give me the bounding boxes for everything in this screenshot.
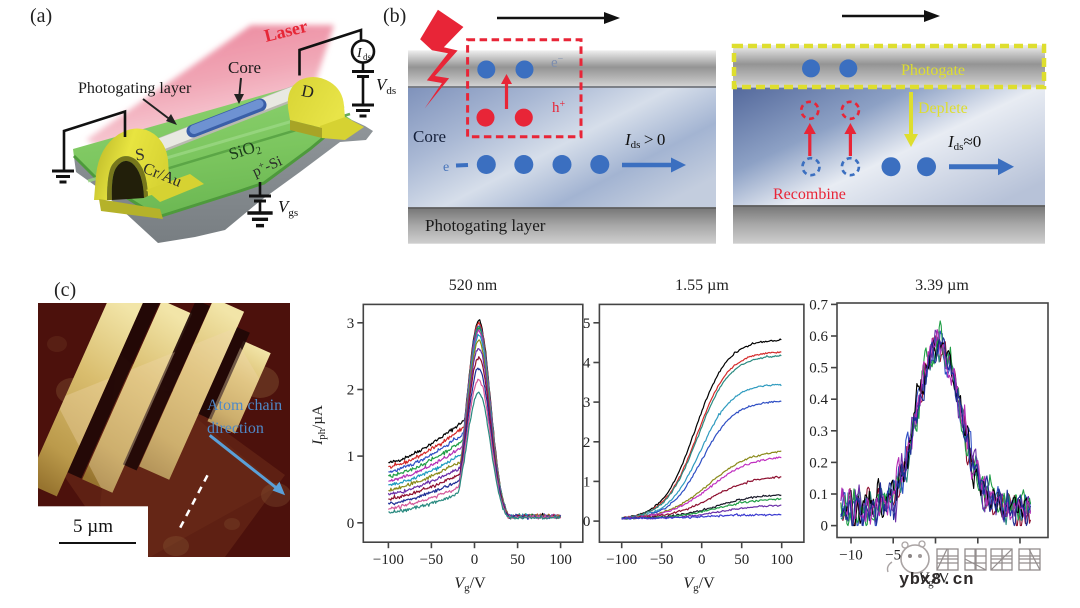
- svg-text:S: S: [134, 144, 146, 164]
- svg-text:0.5: 0.5: [809, 361, 828, 377]
- svg-text:Photogating layer: Photogating layer: [425, 216, 546, 235]
- svg-text:4: 4: [583, 356, 591, 372]
- svg-text:Photogating layer: Photogating layer: [78, 80, 192, 97]
- svg-text:Ids≈0: Ids≈0: [947, 132, 981, 153]
- svg-text:0.7: 0.7: [809, 297, 828, 313]
- svg-text:Iph/µA: Iph/µA: [310, 405, 328, 446]
- svg-text:0: 0: [821, 519, 829, 535]
- svg-text:Vg/V: Vg/V: [918, 570, 950, 589]
- svg-text:0: 0: [347, 516, 355, 532]
- svg-text:2: 2: [347, 383, 355, 399]
- svg-text:520 nm: 520 nm: [449, 277, 498, 294]
- svg-text:Deplete: Deplete: [918, 100, 968, 117]
- svg-text:(b): (b): [383, 5, 406, 27]
- svg-text:ds: ds: [363, 52, 372, 62]
- svg-text:100: 100: [770, 552, 793, 568]
- svg-text:−50: −50: [420, 552, 443, 568]
- svg-text:5: 5: [583, 316, 591, 332]
- svg-text:1: 1: [583, 474, 591, 490]
- svg-text:1: 1: [347, 449, 355, 465]
- svg-text:100: 100: [549, 552, 572, 568]
- svg-text:(c): (c): [54, 279, 76, 301]
- svg-text:−100: −100: [606, 552, 637, 568]
- svg-text:−10: −10: [839, 548, 862, 564]
- svg-text:D: D: [300, 81, 316, 102]
- svg-text:Photogate: Photogate: [901, 62, 965, 79]
- svg-text:e: e: [443, 160, 449, 175]
- svg-text:−5: −5: [885, 548, 901, 564]
- svg-text:0.1: 0.1: [809, 487, 828, 503]
- svg-text:ybx8.cn: ybx8.cn: [899, 571, 974, 590]
- svg-text:Recombine: Recombine: [773, 186, 846, 203]
- svg-text:0.6: 0.6: [809, 329, 828, 345]
- svg-text:2: 2: [583, 435, 591, 451]
- svg-text:0: 0: [471, 552, 479, 568]
- svg-text:Core: Core: [413, 127, 446, 146]
- svg-text:0.4: 0.4: [809, 392, 828, 408]
- svg-text:3: 3: [583, 395, 591, 411]
- svg-text:direction: direction: [207, 420, 264, 437]
- svg-text:0.2: 0.2: [809, 455, 828, 471]
- svg-text:−50: −50: [650, 552, 673, 568]
- svg-text:0: 0: [698, 552, 706, 568]
- svg-text:(a): (a): [30, 5, 52, 27]
- svg-text:I: I: [356, 46, 363, 61]
- svg-text:50: 50: [510, 552, 525, 568]
- svg-text:1.55 µm: 1.55 µm: [675, 277, 729, 294]
- svg-text:0.3: 0.3: [809, 424, 828, 440]
- svg-text:Ids > 0: Ids > 0: [624, 130, 665, 151]
- svg-text:5 µm: 5 µm: [73, 516, 113, 537]
- svg-text:Vds: Vds: [376, 75, 396, 97]
- svg-text:50: 50: [734, 552, 749, 568]
- svg-text:3.39 µm: 3.39 µm: [915, 277, 969, 294]
- svg-text:−100: −100: [373, 552, 404, 568]
- svg-text:Atom chain: Atom chain: [207, 397, 282, 414]
- svg-text:Vg/V: Vg/V: [454, 575, 486, 594]
- svg-text:3: 3: [347, 316, 355, 332]
- svg-text:0: 0: [583, 514, 591, 530]
- svg-text:Core: Core: [228, 58, 261, 77]
- svg-text:Vg/V: Vg/V: [683, 575, 715, 594]
- svg-text:Vgs: Vgs: [278, 197, 298, 219]
